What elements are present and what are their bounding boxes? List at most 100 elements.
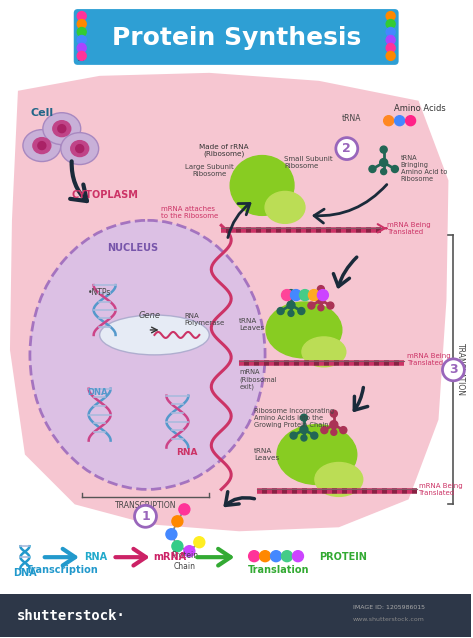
Text: PROTEIN: PROTEIN xyxy=(319,552,367,562)
Text: NUCLEUS: NUCLEUS xyxy=(107,243,158,253)
Text: 1: 1 xyxy=(141,510,150,523)
Circle shape xyxy=(77,20,86,29)
Text: tRNA
Leaves: tRNA Leaves xyxy=(254,448,280,461)
Circle shape xyxy=(292,551,304,561)
Text: Amino Acids: Amino Acids xyxy=(394,104,446,113)
FancyArrowPatch shape xyxy=(70,161,87,201)
Circle shape xyxy=(405,115,416,126)
Circle shape xyxy=(381,168,386,175)
Circle shape xyxy=(77,11,86,20)
FancyArrowPatch shape xyxy=(354,387,368,410)
Text: CYTOPLASM: CYTOPLASM xyxy=(71,190,138,200)
Text: Large Subunit
Ribosome: Large Subunit Ribosome xyxy=(185,164,234,177)
Circle shape xyxy=(249,551,260,561)
Circle shape xyxy=(271,551,281,561)
Ellipse shape xyxy=(30,220,265,489)
Circle shape xyxy=(277,308,284,315)
Circle shape xyxy=(290,432,297,439)
FancyArrowPatch shape xyxy=(333,257,357,286)
Circle shape xyxy=(386,36,395,45)
Text: 2: 2 xyxy=(342,142,351,155)
Circle shape xyxy=(386,43,395,52)
Polygon shape xyxy=(10,73,448,531)
Circle shape xyxy=(76,145,84,152)
Circle shape xyxy=(166,529,177,540)
Ellipse shape xyxy=(53,121,71,137)
Ellipse shape xyxy=(61,133,99,165)
Circle shape xyxy=(184,545,195,557)
Circle shape xyxy=(77,43,86,52)
Circle shape xyxy=(58,124,66,133)
Circle shape xyxy=(299,290,310,300)
Text: Cell: Cell xyxy=(30,108,53,118)
Circle shape xyxy=(281,290,292,300)
Circle shape xyxy=(311,432,318,439)
Text: IMAGE ID: 1205986015: IMAGE ID: 1205986015 xyxy=(353,605,425,611)
Circle shape xyxy=(331,429,337,435)
Circle shape xyxy=(394,115,404,126)
Text: Transcription: Transcription xyxy=(26,565,98,575)
Circle shape xyxy=(298,308,305,315)
Circle shape xyxy=(308,290,319,300)
Ellipse shape xyxy=(302,337,346,367)
Circle shape xyxy=(308,302,315,309)
Circle shape xyxy=(386,52,395,61)
Text: DNA: DNA xyxy=(13,568,37,578)
Circle shape xyxy=(301,435,307,441)
Text: mRNA Being
Translated: mRNA Being Translated xyxy=(386,222,430,235)
Circle shape xyxy=(77,52,86,61)
Circle shape xyxy=(260,551,271,561)
Text: Protein Synthesis: Protein Synthesis xyxy=(112,26,361,50)
Circle shape xyxy=(386,27,395,36)
Circle shape xyxy=(179,504,190,515)
FancyArrowPatch shape xyxy=(314,184,387,223)
Circle shape xyxy=(317,296,325,304)
Text: Protein
Chain: Protein Chain xyxy=(171,551,198,571)
Text: 3: 3 xyxy=(449,363,458,376)
Circle shape xyxy=(194,537,205,547)
Circle shape xyxy=(172,516,183,527)
Text: mRNA Being
Translated: mRNA Being Translated xyxy=(407,353,450,366)
Ellipse shape xyxy=(71,140,89,156)
Circle shape xyxy=(318,305,324,311)
Text: tRNA: tRNA xyxy=(342,114,362,123)
Text: RNA
Polymerase: RNA Polymerase xyxy=(184,313,225,326)
Circle shape xyxy=(386,20,395,29)
Circle shape xyxy=(330,420,338,429)
FancyArrowPatch shape xyxy=(44,549,75,565)
Ellipse shape xyxy=(277,425,357,484)
Ellipse shape xyxy=(265,191,305,223)
Circle shape xyxy=(288,290,295,297)
Circle shape xyxy=(38,142,46,149)
Circle shape xyxy=(336,138,358,160)
Circle shape xyxy=(340,427,347,434)
FancyArrowPatch shape xyxy=(225,492,254,505)
Circle shape xyxy=(290,290,301,300)
Text: shutterstock·: shutterstock· xyxy=(18,609,126,623)
Circle shape xyxy=(330,410,337,417)
Text: mRNA
(Ribosomal
exit): mRNA (Ribosomal exit) xyxy=(239,369,277,390)
Text: tRNA
Bringing
Amino Acid to
Ribosome: tRNA Bringing Amino Acid to Ribosome xyxy=(401,155,447,182)
Ellipse shape xyxy=(23,130,61,161)
FancyArrowPatch shape xyxy=(197,549,231,565)
Text: DNA: DNA xyxy=(88,388,108,397)
Text: RNA: RNA xyxy=(176,447,198,457)
Circle shape xyxy=(317,290,328,300)
Text: tRNA
Leaves: tRNA Leaves xyxy=(239,318,264,332)
Circle shape xyxy=(300,426,308,434)
Circle shape xyxy=(384,115,394,126)
Text: mRNA Being
Translated: mRNA Being Translated xyxy=(419,483,462,496)
Ellipse shape xyxy=(315,463,363,496)
Circle shape xyxy=(327,302,334,309)
Circle shape xyxy=(321,427,328,434)
Circle shape xyxy=(386,11,395,20)
Text: TRANSCRIPTION: TRANSCRIPTION xyxy=(115,501,176,510)
Text: Gene: Gene xyxy=(139,311,160,320)
Circle shape xyxy=(391,165,398,172)
Circle shape xyxy=(281,551,292,561)
Circle shape xyxy=(380,159,388,167)
Text: www.shutterstock.com: www.shutterstock.com xyxy=(353,618,425,623)
Text: •NTPs: •NTPs xyxy=(88,288,111,297)
Text: RNA: RNA xyxy=(84,552,107,562)
Circle shape xyxy=(300,414,307,421)
